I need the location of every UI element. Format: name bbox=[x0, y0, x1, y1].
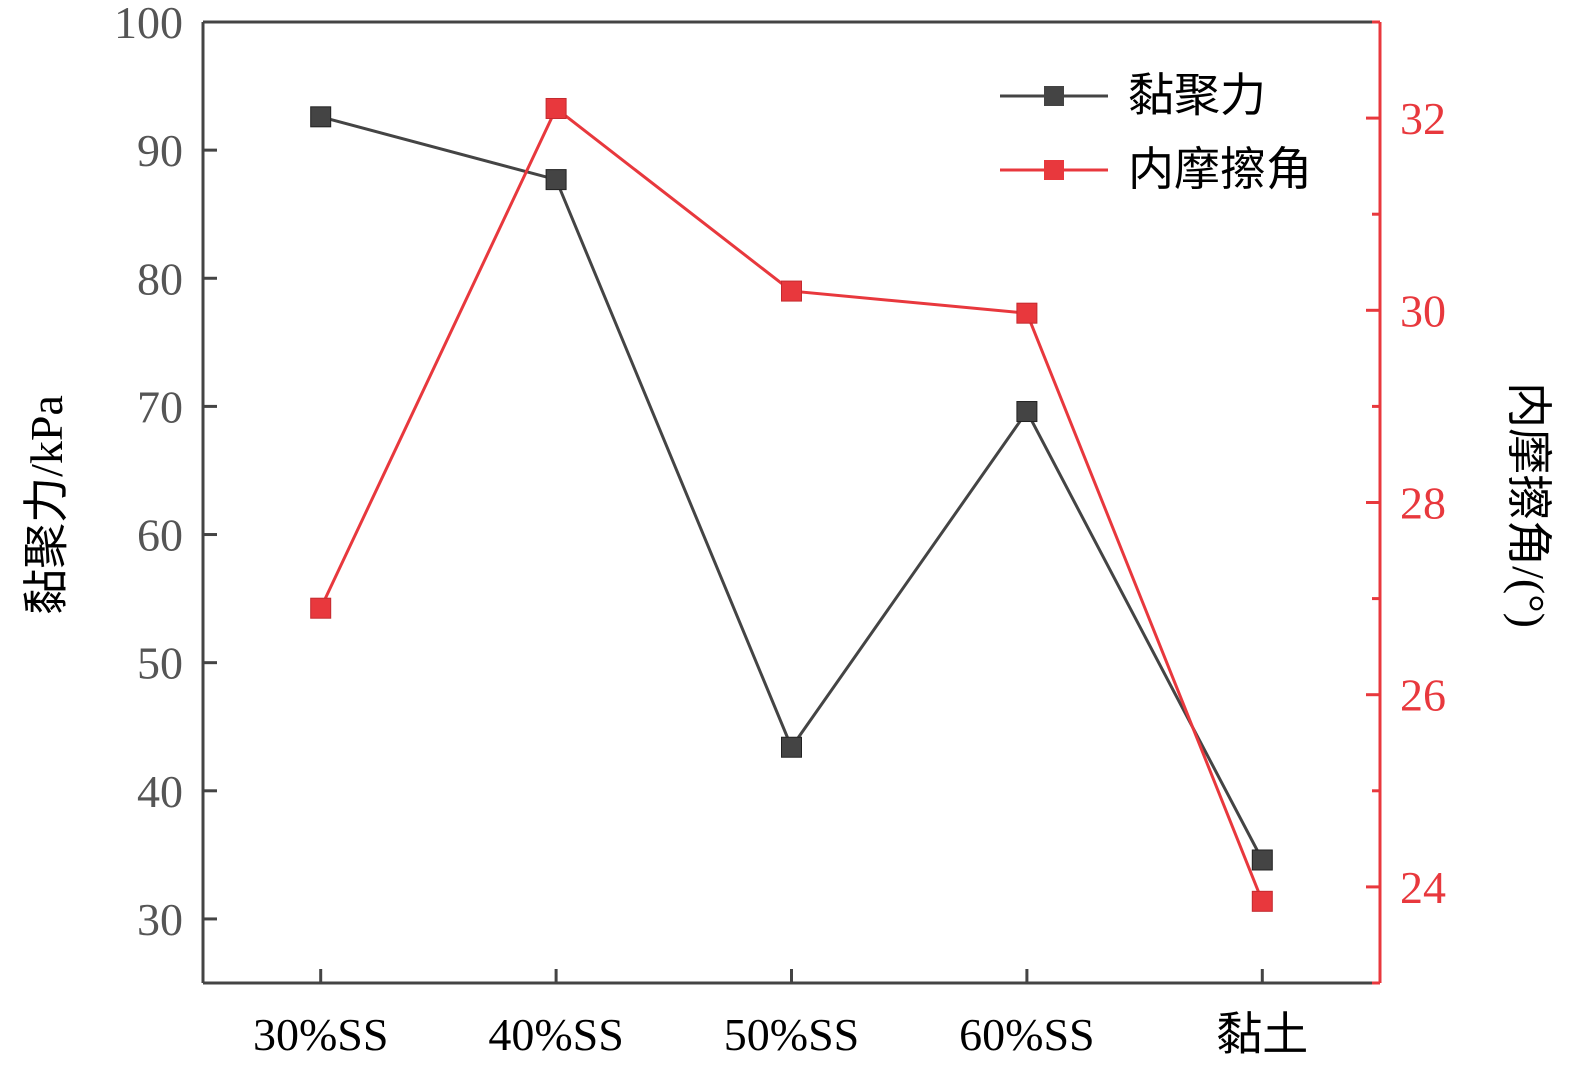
series-line-friction-angle bbox=[319, 106, 1264, 902]
data-point-friction-angle bbox=[1016, 302, 1038, 324]
x-tick-label: 30%SS bbox=[253, 1009, 388, 1060]
y2-tick-label: 30 bbox=[1400, 285, 1446, 336]
legend-label-friction-angle: 内摩擦角 bbox=[1128, 144, 1312, 195]
x-tick-label: 60%SS bbox=[959, 1009, 1094, 1060]
data-point-cohesion bbox=[1251, 849, 1273, 871]
data-point-cohesion bbox=[781, 736, 802, 758]
y-tick-label: 60 bbox=[137, 510, 183, 561]
legend: 黏聚力 内摩擦角 bbox=[1000, 70, 1312, 195]
legend-marker-friction-angle bbox=[1044, 160, 1064, 180]
y2-axis-label: 内摩擦角/(°) bbox=[1503, 382, 1554, 628]
y-tick-label: 70 bbox=[137, 381, 183, 432]
series-layer bbox=[310, 97, 1273, 912]
legend-label-cohesion: 黏聚力 bbox=[1128, 70, 1266, 121]
y-tick-label: 80 bbox=[137, 253, 183, 304]
data-point-cohesion bbox=[1016, 401, 1038, 423]
data-point-cohesion bbox=[310, 106, 332, 128]
y-tick-label: 100 bbox=[114, 0, 183, 48]
ticks: 30 40 50 60 70 80 90 100 24 26 28 30 32 30%SS 40%SS 50%… bbox=[114, 0, 1446, 1060]
y2-tick-label: 28 bbox=[1400, 478, 1446, 529]
data-point-friction-angle bbox=[781, 280, 802, 302]
y2-tick-label: 26 bbox=[1400, 670, 1446, 721]
data-point-friction-angle bbox=[545, 97, 567, 119]
data-point-friction-angle bbox=[1251, 890, 1273, 912]
x-tick-label: 40%SS bbox=[488, 1009, 623, 1060]
y2-tick-label: 24 bbox=[1400, 862, 1446, 913]
legend-marker-cohesion bbox=[1044, 86, 1064, 106]
y-tick-label: 40 bbox=[137, 766, 183, 817]
x-tick-label: 50%SS bbox=[724, 1009, 859, 1060]
y-axis-label: 黏聚力/kPa bbox=[21, 395, 72, 615]
y-tick-label: 50 bbox=[137, 638, 183, 689]
y-tick-label: 30 bbox=[137, 894, 183, 945]
data-point-friction-angle bbox=[310, 597, 332, 619]
data-point-cohesion bbox=[545, 169, 567, 191]
x-tick-label: 黏土 bbox=[1216, 1009, 1308, 1060]
y2-tick-label: 32 bbox=[1400, 93, 1446, 144]
y-tick-label: 90 bbox=[137, 125, 183, 176]
